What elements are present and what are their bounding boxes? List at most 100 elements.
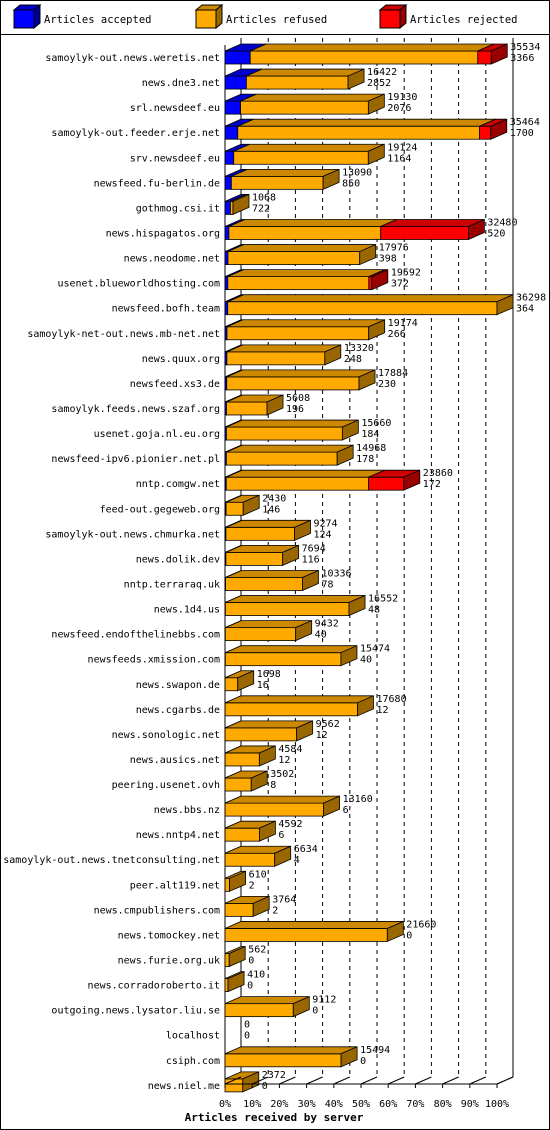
bar-refused xyxy=(225,476,369,491)
server-label: samoylyk-out.news.chmurka.net xyxy=(45,529,220,540)
legend-label: Articles refused xyxy=(226,14,327,26)
bar-side xyxy=(237,670,255,692)
bar-row xyxy=(224,670,255,692)
bar-side xyxy=(340,645,358,667)
bar-side xyxy=(341,419,359,441)
bar-refused xyxy=(224,627,297,642)
bar-refused xyxy=(224,877,230,892)
bar-row xyxy=(224,469,421,491)
bar-row xyxy=(224,193,250,216)
bar-row xyxy=(224,795,341,817)
axis-tick-depth xyxy=(251,1076,269,1085)
total-label: 610 xyxy=(249,869,267,880)
bar-refused xyxy=(240,100,369,115)
bar-refused-top xyxy=(233,143,385,152)
accepted-label: 146 xyxy=(262,504,280,515)
bar-side xyxy=(227,970,245,993)
bar-refused-top xyxy=(227,294,514,303)
bar-refused-top xyxy=(246,68,365,77)
accepted-label: 2 xyxy=(272,905,278,916)
bar-side xyxy=(274,845,292,867)
server-label: peer.alt119.net xyxy=(130,880,220,891)
x-tick-label: 0% xyxy=(219,1099,231,1110)
bar-row xyxy=(224,594,366,617)
bar-side xyxy=(242,1071,260,1093)
bar-refused xyxy=(225,426,343,441)
total-label: 9274 xyxy=(313,518,337,529)
x-tick-label: 70% xyxy=(406,1099,424,1110)
bar-side xyxy=(324,344,342,366)
accepted-label: 0 xyxy=(248,956,254,967)
bar-accepted xyxy=(224,175,232,190)
accepted-label: 78 xyxy=(321,579,333,590)
total-label: 6634 xyxy=(294,844,318,855)
bar-refused xyxy=(245,75,349,90)
bar-refused xyxy=(225,577,303,591)
accepted-label: 40 xyxy=(360,655,372,666)
bar-refused-top xyxy=(250,43,494,52)
bar-row xyxy=(224,419,359,441)
bar-row xyxy=(224,845,292,867)
total-label: 19124 xyxy=(387,142,417,153)
bar-row xyxy=(224,394,284,416)
bar-refused xyxy=(224,902,254,917)
bar-refused-top xyxy=(225,595,366,603)
bar-refused-top xyxy=(228,219,397,227)
bar-side xyxy=(250,770,268,792)
accepted-label: 372 xyxy=(391,279,409,290)
accepted-label: 0 xyxy=(247,981,253,992)
bar-row xyxy=(224,269,389,291)
total-label: 13320 xyxy=(344,343,374,354)
bar-refused xyxy=(226,401,268,416)
bar-row xyxy=(224,118,508,140)
bar-refused xyxy=(224,928,388,942)
bar-accepted xyxy=(224,201,231,215)
bar-accepted xyxy=(224,75,247,90)
bar-refused xyxy=(227,301,498,316)
server-label: samoylyk-net-out.news.mb-net.net xyxy=(27,329,220,340)
bar-row xyxy=(224,218,485,241)
bar-side xyxy=(322,168,340,190)
bar-refused-top xyxy=(226,369,376,378)
legend-swatch xyxy=(195,9,217,29)
total-label: 13090 xyxy=(342,167,372,178)
bar-row xyxy=(224,695,374,717)
server-label: news.dolik.dev xyxy=(136,554,220,565)
server-label: news.corradoroberto.it xyxy=(88,981,220,992)
bar-side xyxy=(228,945,246,968)
total-label: 9432 xyxy=(315,619,339,630)
bar-side xyxy=(371,269,389,291)
bar-row xyxy=(224,820,276,842)
bar-side xyxy=(358,369,376,391)
axis-tick-depth xyxy=(333,1076,351,1085)
server-label: gothmog.csi.it xyxy=(136,203,220,214)
bar-row xyxy=(224,344,342,366)
bar-side xyxy=(368,319,386,341)
bar-row xyxy=(224,294,514,316)
total-label: 0 xyxy=(244,1020,250,1031)
server-label: news.quux.org xyxy=(142,354,220,365)
server-label: newsfeeds.xmission.com xyxy=(88,655,220,666)
server-label: newsfeed.xs3.de xyxy=(130,379,220,390)
legend: Articles accepted Articles refused Article… xyxy=(12,3,517,30)
bar-refused xyxy=(228,226,382,240)
bar-refused xyxy=(230,175,324,190)
bar-side xyxy=(296,720,314,742)
bar-row xyxy=(224,970,245,993)
x-tick-label: 100% xyxy=(485,1099,509,1110)
legend-label: Articles rejected xyxy=(410,14,517,26)
total-label: 4592 xyxy=(278,819,302,830)
bar-rejected xyxy=(477,50,492,65)
bar-row xyxy=(224,319,386,341)
bar-row xyxy=(224,243,377,266)
bar-row xyxy=(224,68,365,90)
server-label: outgoing.news.lysator.liu.se xyxy=(51,1006,220,1017)
axis-tick-depth xyxy=(279,1076,296,1085)
bar-row xyxy=(224,720,314,742)
total-label: 1068 xyxy=(252,192,276,203)
accepted-label: 364 xyxy=(516,304,534,315)
axis-tick-depth xyxy=(469,1076,487,1085)
total-label: 32480 xyxy=(487,217,517,228)
bar-refused xyxy=(225,501,244,516)
bar-side xyxy=(232,193,250,216)
